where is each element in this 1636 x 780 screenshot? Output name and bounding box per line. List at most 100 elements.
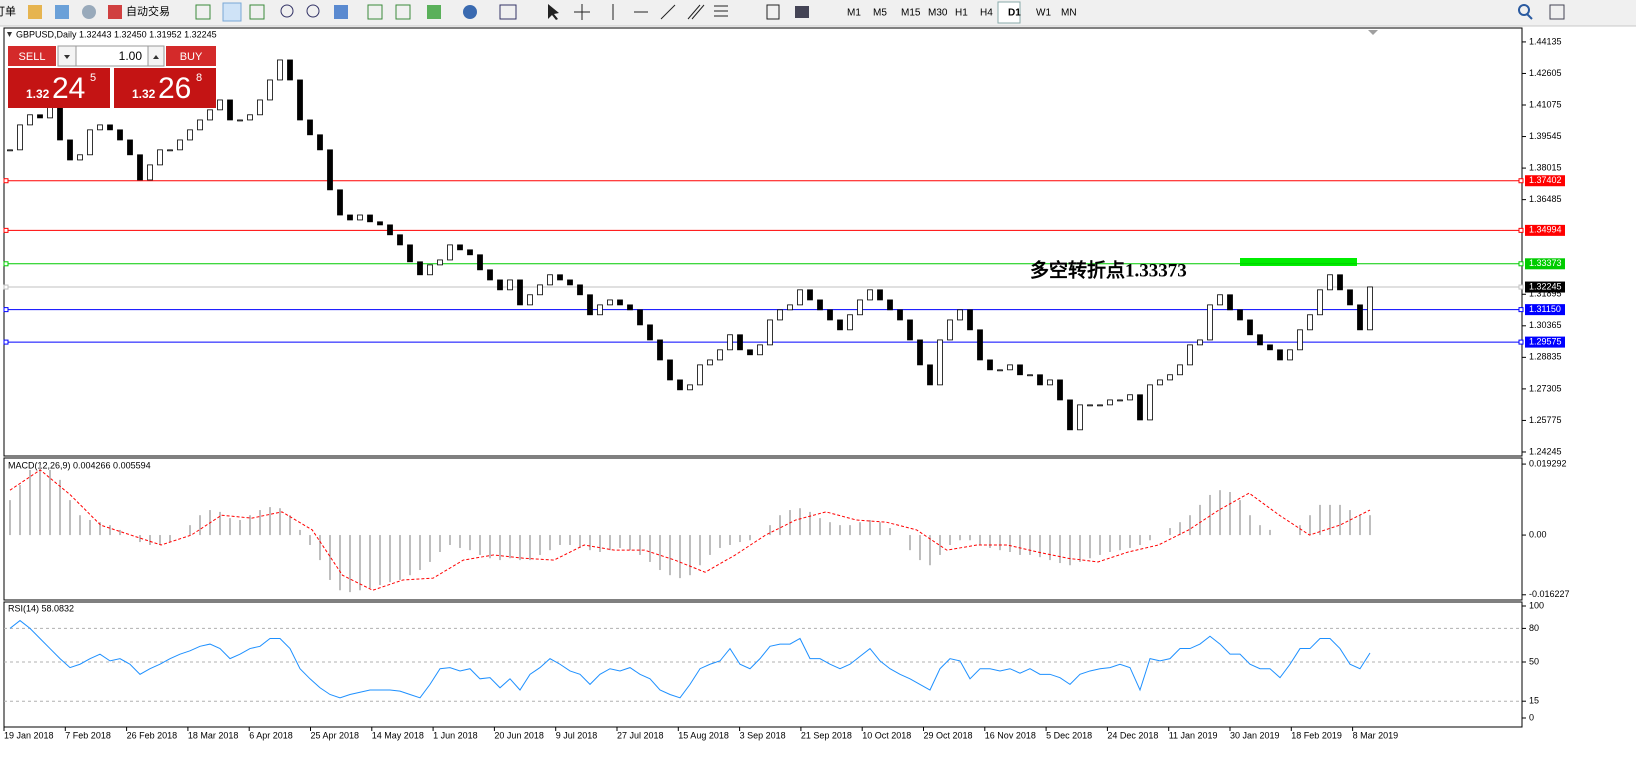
candle (597, 304, 603, 316)
panel-icon[interactable] (1549, 4, 1565, 20)
auto-trading[interactable]: 自动交易 (126, 4, 170, 18)
icon[interactable] (499, 4, 517, 20)
candle (1317, 289, 1323, 316)
icon[interactable] (306, 4, 320, 18)
timeframe-button[interactable]: W1 (1036, 8, 1051, 19)
candle (747, 349, 753, 356)
level-tag (1525, 281, 1565, 293)
candle (397, 234, 403, 246)
y-tick-label: 1.28835 (1529, 352, 1562, 362)
candle (807, 289, 813, 301)
sell-button[interactable] (8, 46, 56, 66)
crosshair-icon[interactable] (574, 4, 590, 20)
icon[interactable] (222, 2, 242, 22)
icon[interactable] (427, 5, 441, 19)
icon[interactable] (463, 5, 477, 19)
lot-value[interactable]: 1.00 (119, 49, 143, 63)
icon[interactable] (280, 4, 294, 18)
candle (1337, 274, 1343, 291)
x-tick-label: 18 Mar 2018 (188, 730, 239, 740)
level-handle (1518, 307, 1524, 313)
candle (757, 344, 763, 356)
candle (867, 289, 873, 301)
candle (1187, 344, 1193, 366)
level-handle (1518, 261, 1524, 267)
level-tag (1525, 336, 1565, 348)
trade-panel: SELL 1.00 BUY 1.32 24 5 1.32 26 8 (8, 45, 216, 108)
sell-price-box[interactable] (8, 68, 110, 108)
timeframe-button[interactable]: M15 (901, 8, 921, 19)
toolbar: 订单 自动交易 (0, 0, 1636, 27)
timeframe-button[interactable]: H4 (980, 8, 993, 19)
candle (257, 99, 263, 116)
active-tf (997, 1, 1021, 24)
candle (297, 79, 303, 121)
icon[interactable] (334, 5, 348, 19)
channel-icon[interactable] (687, 4, 705, 20)
icon[interactable] (195, 4, 211, 20)
candle (1137, 394, 1143, 421)
y-tick-label: 1.31895 (1529, 289, 1562, 299)
candle (827, 309, 833, 321)
buy-small: 8 (196, 72, 202, 84)
sell-prefix: 1.32 (26, 87, 50, 101)
y-tick-label: 0.00 (1529, 529, 1547, 539)
candle (147, 164, 153, 181)
x-tick-label: 24 Dec 2018 (1107, 730, 1158, 740)
buy-button[interactable] (166, 46, 216, 66)
symbol-icon (7, 32, 12, 37)
candle (1087, 404, 1093, 407)
candle (357, 214, 363, 221)
x-tick-label: 30 Jan 2019 (1230, 730, 1280, 740)
candle (67, 139, 73, 161)
candle (987, 359, 993, 371)
sell-label[interactable]: SELL (19, 51, 46, 63)
candle (687, 384, 693, 391)
icon[interactable] (249, 4, 265, 20)
candle (497, 279, 503, 291)
candle (637, 309, 643, 326)
x-tick-label: 6 Apr 2018 (249, 730, 293, 740)
candle (137, 154, 143, 181)
y-tick-label: 15 (1529, 696, 1539, 706)
y-tick-label: 1.42605 (1529, 68, 1562, 78)
trend-icon[interactable] (660, 4, 676, 20)
icon[interactable] (108, 5, 122, 19)
candle (1267, 344, 1273, 351)
candle (537, 284, 543, 296)
icon[interactable] (28, 5, 42, 19)
search-icon[interactable] (1526, 13, 1533, 20)
icon[interactable] (55, 5, 69, 19)
candle (1257, 334, 1263, 346)
candle (567, 279, 573, 286)
buy-label[interactable]: BUY (180, 51, 203, 63)
timeframe-button[interactable]: M30 (928, 8, 948, 19)
timeframe-button[interactable]: M1 (847, 8, 861, 19)
macd-panel (3, 457, 1523, 601)
x-tick-label: 7 Feb 2018 (65, 730, 111, 740)
x-tick-label: 10 Oct 2018 (862, 730, 911, 740)
candle (1027, 374, 1033, 377)
arrow-icon[interactable] (795, 6, 809, 18)
timeframe-button[interactable]: H1 (955, 8, 968, 19)
candle (327, 149, 333, 191)
candle (887, 299, 893, 311)
buy-price-box[interactable] (114, 68, 216, 108)
search-icon[interactable] (1518, 4, 1530, 16)
timeframe-button[interactable]: D1 (1008, 8, 1021, 19)
icon[interactable] (82, 5, 96, 19)
label-icon[interactable] (766, 4, 780, 20)
icon[interactable] (367, 4, 383, 20)
cursor-icon[interactable] (548, 4, 559, 20)
candle (377, 221, 383, 226)
fibo-icon[interactable] (714, 5, 728, 17)
menu-item[interactable]: 订单 (0, 5, 16, 18)
candle (877, 289, 883, 301)
candle (337, 189, 343, 216)
level-label: 1.32245 (1529, 281, 1562, 291)
y-tick-label: 0.019292 (1529, 458, 1567, 468)
timeframe-button[interactable]: MN (1061, 8, 1077, 19)
candle (547, 274, 553, 286)
timeframe-button[interactable]: M5 (873, 8, 887, 19)
icon[interactable] (395, 4, 411, 20)
